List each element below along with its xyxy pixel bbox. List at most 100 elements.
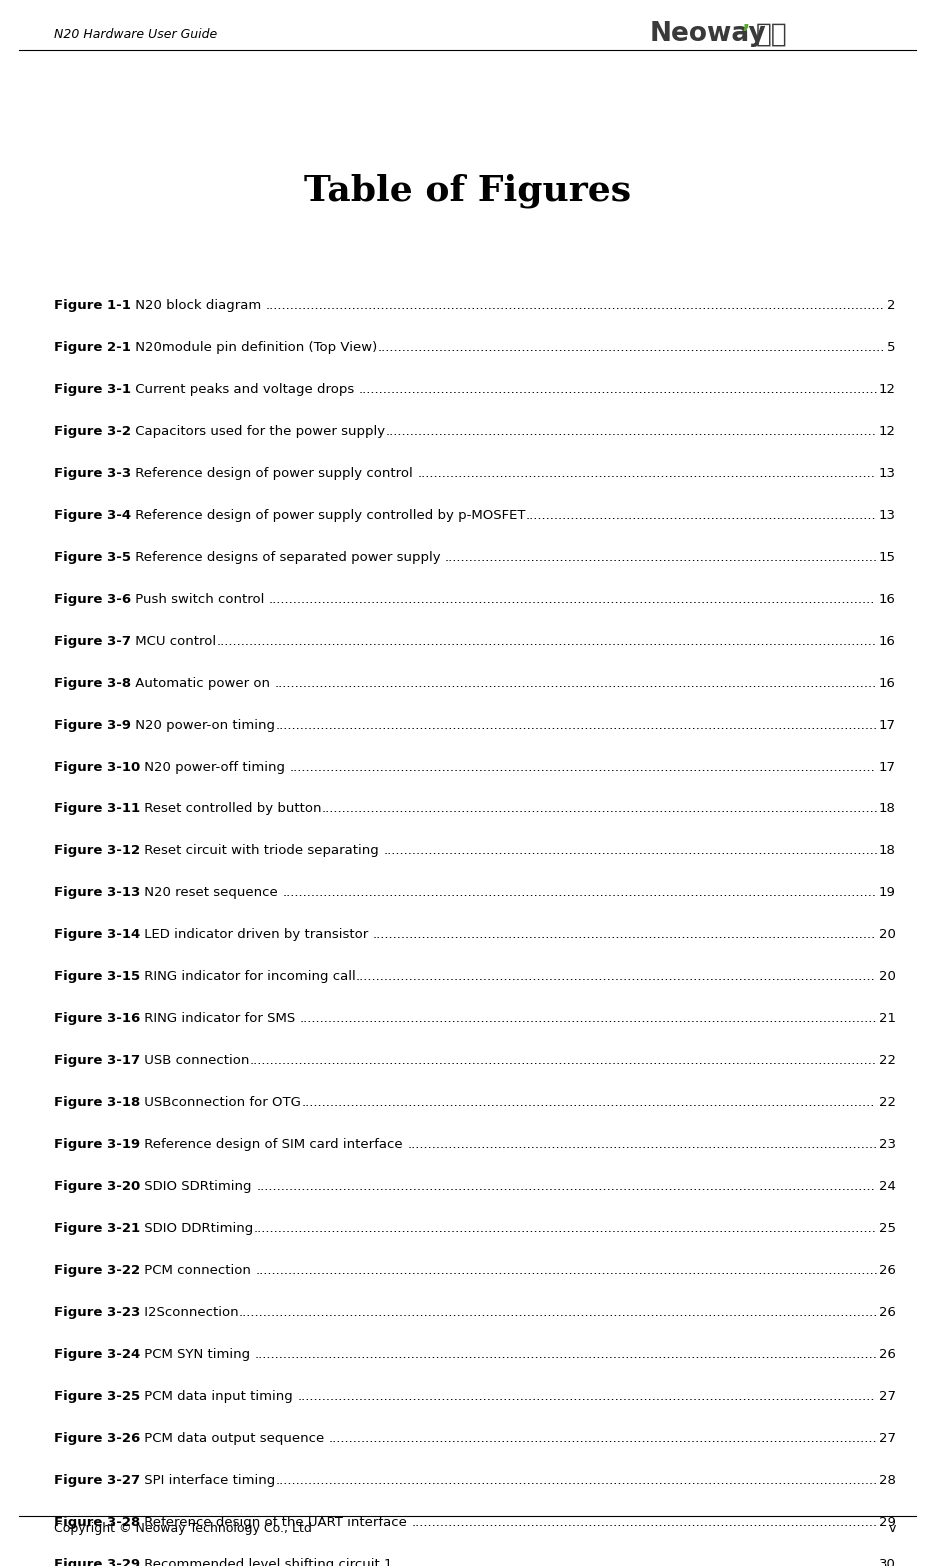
- Text: Figure 3-19: Figure 3-19: [54, 1138, 140, 1151]
- Text: Figure 3-17: Figure 3-17: [54, 1054, 140, 1068]
- Text: ................................................................................: ........................................…: [255, 1264, 878, 1278]
- Text: RING indicator for incoming call: RING indicator for incoming call: [140, 971, 356, 983]
- Text: 26: 26: [879, 1264, 896, 1278]
- Text: Figure 3-16: Figure 3-16: [54, 1012, 140, 1026]
- Text: Push switch control: Push switch control: [131, 592, 269, 606]
- Text: ................................................................................: ........................................…: [266, 299, 885, 312]
- Text: 12: 12: [879, 382, 896, 396]
- Text: Capacitors used for the power supply: Capacitors used for the power supply: [131, 424, 385, 438]
- Text: USB connection: USB connection: [140, 1054, 250, 1068]
- Text: 21: 21: [879, 1012, 896, 1026]
- Text: ’: ’: [741, 25, 750, 44]
- Text: SPI interface timing: SPI interface timing: [140, 1474, 276, 1488]
- Text: PCM data output sequence: PCM data output sequence: [140, 1431, 329, 1445]
- Text: ................................................................................: ........................................…: [385, 424, 876, 438]
- Text: 15: 15: [879, 551, 896, 564]
- Text: Figure 3-25: Figure 3-25: [54, 1391, 140, 1403]
- Text: N20 reset sequence: N20 reset sequence: [140, 886, 282, 899]
- Text: ................................................................................: ........................................…: [445, 551, 878, 564]
- Text: v: v: [888, 1522, 896, 1535]
- Text: SDIO SDRtiming: SDIO SDRtiming: [140, 1181, 256, 1193]
- Text: N20 power-off timing: N20 power-off timing: [140, 761, 290, 774]
- Text: LED indicator driven by transistor: LED indicator driven by transistor: [140, 929, 373, 941]
- Text: Figure 3-9: Figure 3-9: [54, 719, 131, 731]
- Text: ................................................................................: ........................................…: [322, 802, 879, 816]
- Text: ................................................................................: ........................................…: [256, 1181, 875, 1193]
- Text: 12: 12: [879, 424, 896, 438]
- Text: 16: 16: [879, 634, 896, 648]
- Text: RING indicator for SMS: RING indicator for SMS: [140, 1012, 300, 1026]
- Text: 13: 13: [879, 467, 896, 479]
- Text: Figure 1-1: Figure 1-1: [54, 299, 131, 312]
- Text: Figure 3-1: Figure 3-1: [54, 382, 131, 396]
- Text: Reset circuit with triode separating: Reset circuit with triode separating: [140, 844, 383, 858]
- Text: USBconnection for OTG: USBconnection for OTG: [140, 1096, 301, 1109]
- Text: ................................................................................: ........................................…: [282, 886, 876, 899]
- Text: 17: 17: [879, 719, 896, 731]
- Text: 25: 25: [879, 1221, 896, 1236]
- Text: Figure 3-8: Figure 3-8: [54, 677, 131, 689]
- Text: 27: 27: [879, 1391, 896, 1403]
- Text: Current peaks and voltage drops: Current peaks and voltage drops: [131, 382, 359, 396]
- Text: 20: 20: [879, 971, 896, 983]
- Text: ................................................................................: ........................................…: [359, 382, 879, 396]
- Text: 20: 20: [879, 929, 896, 941]
- Text: 有方: 有方: [755, 22, 787, 47]
- Text: ................................................................................: ........................................…: [276, 1474, 878, 1488]
- Text: N20 block diagram: N20 block diagram: [131, 299, 266, 312]
- Text: ................................................................................: ........................................…: [301, 1096, 875, 1109]
- Text: Reference design of power supply controlled by p-MOSFET: Reference design of power supply control…: [131, 509, 525, 521]
- Text: Figure 3-27: Figure 3-27: [54, 1474, 140, 1488]
- Text: 29: 29: [879, 1516, 896, 1528]
- Text: ................................................................................: ........................................…: [417, 467, 875, 479]
- Text: Figure 3-22: Figure 3-22: [54, 1264, 140, 1278]
- Text: Figure 3-21: Figure 3-21: [54, 1221, 140, 1236]
- Text: MCU control: MCU control: [131, 634, 216, 648]
- Text: ................................................................................: ........................................…: [297, 1391, 875, 1403]
- Text: Figure 2-1: Figure 2-1: [54, 341, 131, 354]
- Text: Figure 3-6: Figure 3-6: [54, 592, 131, 606]
- Text: Automatic power on: Automatic power on: [131, 677, 275, 689]
- Text: ................................................................................: ........................................…: [275, 677, 877, 689]
- Text: ................................................................................: ........................................…: [253, 1221, 876, 1236]
- Text: ................................................................................: ........................................…: [300, 1012, 877, 1026]
- Text: Figure 3-29: Figure 3-29: [54, 1558, 140, 1566]
- Text: 19: 19: [879, 886, 896, 899]
- Text: Figure 3-24: Figure 3-24: [54, 1348, 140, 1361]
- Text: ................................................................................: ........................................…: [329, 1431, 878, 1445]
- Text: ................................................................................: ........................................…: [290, 761, 875, 774]
- Text: Figure 3-13: Figure 3-13: [54, 886, 140, 899]
- Text: Figure 3-28: Figure 3-28: [54, 1516, 140, 1528]
- Text: 17: 17: [879, 761, 896, 774]
- Text: 23: 23: [879, 1138, 896, 1151]
- Text: Figure 3-5: Figure 3-5: [54, 551, 131, 564]
- Text: Figure 3-3: Figure 3-3: [54, 467, 131, 479]
- Text: ................................................................................: ........................................…: [383, 844, 878, 858]
- Text: Recommended level shifting circuit 1: Recommended level shifting circuit 1: [140, 1558, 397, 1566]
- Text: ................................................................................: ........................................…: [216, 634, 876, 648]
- Text: Table of Figures: Table of Figures: [304, 174, 631, 208]
- Text: N20module pin definition (Top View): N20module pin definition (Top View): [131, 341, 378, 354]
- Text: ................................................................................: ........................................…: [525, 509, 876, 521]
- Text: ................................................................................: ........................................…: [239, 1306, 879, 1319]
- Text: Reference design of power supply control: Reference design of power supply control: [131, 467, 417, 479]
- Text: ................................................................................: ........................................…: [378, 341, 885, 354]
- Text: 22: 22: [879, 1096, 896, 1109]
- Text: Copyright © Neoway Technology Co., Ltd: Copyright © Neoway Technology Co., Ltd: [54, 1522, 312, 1535]
- Text: Figure 3-14: Figure 3-14: [54, 929, 140, 941]
- Text: 2: 2: [887, 299, 896, 312]
- Text: 28: 28: [879, 1474, 896, 1488]
- Text: SDIO DDRtiming: SDIO DDRtiming: [140, 1221, 253, 1236]
- Text: Neoway: Neoway: [650, 22, 767, 47]
- Text: I2Sconnection: I2Sconnection: [140, 1306, 239, 1319]
- Text: 16: 16: [879, 592, 896, 606]
- Text: N20 power-on timing: N20 power-on timing: [131, 719, 275, 731]
- Text: 5: 5: [887, 341, 896, 354]
- Text: 30: 30: [879, 1558, 896, 1566]
- Text: ................................................................................: ........................................…: [356, 971, 876, 983]
- Text: Figure 3-4: Figure 3-4: [54, 509, 131, 521]
- Text: ................................................................................: ........................................…: [408, 1138, 877, 1151]
- Text: Figure 3-20: Figure 3-20: [54, 1181, 140, 1193]
- Text: 18: 18: [879, 802, 896, 816]
- Text: Figure 3-23: Figure 3-23: [54, 1306, 140, 1319]
